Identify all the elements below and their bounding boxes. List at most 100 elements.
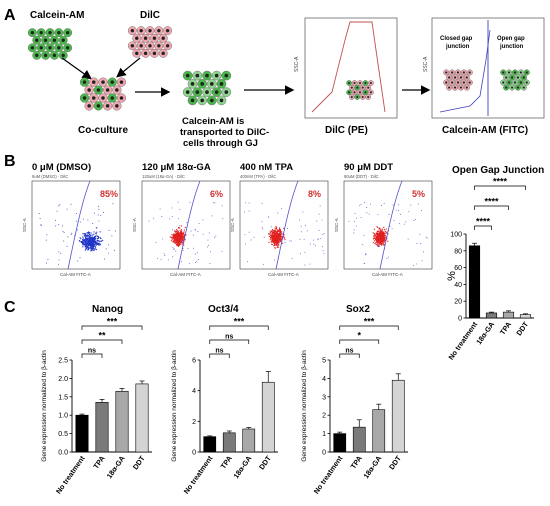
x-category-label: 18α-GA [361, 454, 383, 480]
cell-nucleus [115, 88, 119, 92]
x-category-label: No treatment [54, 454, 87, 496]
cell-nucleus [516, 76, 520, 79]
flow-plot-frame [141, 180, 231, 270]
cell-nucleus [456, 71, 460, 74]
flow-plot-x-label: Cal-AM FITC-A [170, 272, 201, 277]
cell-nucleus [185, 90, 190, 94]
flow-plot-gate [275, 180, 299, 270]
cell-nucleus [525, 81, 528, 84]
plot1-gate-curve [311, 21, 386, 113]
y-tick-label: 0 [322, 450, 326, 457]
cell-nucleus [369, 81, 372, 85]
cell-nucleus [367, 86, 370, 89]
cell-nucleus [48, 30, 52, 35]
cell-nucleus [161, 51, 165, 56]
significance-bracket [81, 339, 123, 344]
flow-plot-x-label: Cal-AM FITC-A [60, 272, 91, 277]
calcein-cell-cluster [27, 28, 73, 60]
y-tick-label: 0 [192, 450, 196, 457]
cell-nucleus [448, 76, 451, 79]
flow-plot-y-label: SSC-A [132, 218, 137, 232]
y-tick-label: 2.5 [58, 358, 68, 365]
cell-nucleus [139, 28, 143, 33]
cell-nucleus [358, 81, 362, 85]
cell-nucleus [353, 91, 356, 94]
cell-nucleus [453, 76, 457, 79]
x-category-label: No treatment [182, 454, 215, 496]
y-axis-label: Gene expression normalized to β-actin [301, 350, 308, 462]
cell-nucleus [356, 86, 359, 89]
flow-plot-gate [177, 180, 201, 270]
chart-title: Nanog [92, 304, 123, 315]
cell-nucleus [185, 73, 190, 78]
y-tick-label: 0.0 [58, 450, 68, 457]
bar [222, 432, 236, 453]
y-axis-label: Gene expression normalized to β-actin [171, 350, 178, 462]
flow-plot-title: 0 μM (DMSO) [32, 162, 91, 173]
flow-plot-y-label: SSC-A [230, 218, 235, 232]
y-tick-label: 1.0 [58, 413, 68, 420]
x-category-label: DDT [387, 453, 403, 471]
y-tick-label: 80 [454, 248, 462, 255]
cell-nucleus [465, 86, 468, 89]
cell-nucleus [143, 36, 148, 40]
cell-nucleus [105, 104, 110, 108]
cell-nucleus [502, 81, 505, 84]
flow-plot-frame [343, 180, 433, 270]
significance-label: * [357, 331, 361, 341]
plot2-curve [439, 29, 491, 113]
cell-nucleus [462, 71, 465, 74]
significance-bracket [474, 205, 509, 210]
cell-nucleus [468, 71, 471, 74]
flow-plot-events [38, 203, 116, 265]
cell-nucleus [52, 38, 57, 42]
panel-c-letter: C [4, 299, 16, 316]
cell-nucleus [516, 86, 520, 89]
cell-nucleus [143, 51, 148, 56]
flow-plot-gate [379, 180, 403, 270]
y-tick-label: 2 [192, 419, 196, 426]
cell-nucleus [219, 98, 224, 103]
cell-nucleus [101, 96, 105, 100]
flow-plot-title: 120 μM 18α-GA [142, 162, 211, 173]
cell-nucleus [110, 80, 114, 84]
panel-a-letter: A [4, 7, 16, 24]
x-category-label: TPA [91, 454, 106, 471]
bar [115, 390, 129, 453]
transport-label-line1: Calcein-AM is [182, 116, 244, 127]
cell-nucleus [39, 30, 43, 35]
significance-bracket [339, 339, 380, 344]
cell-nucleus [459, 76, 463, 79]
flow-plot-gate [67, 180, 91, 270]
cell-nucleus [505, 76, 508, 79]
cell-nucleus [505, 86, 508, 89]
cell-nucleus [39, 46, 43, 50]
transport-label-line3: cells through GJ [183, 138, 258, 149]
flow-plot-subtitle: 90uM (DDT) · DilC [344, 174, 379, 179]
cell-nucleus [522, 86, 525, 89]
cell-nucleus [195, 90, 200, 94]
cell-nucleus [369, 91, 372, 94]
closed-gap-line2: junction [445, 44, 470, 50]
cell-nucleus [148, 44, 152, 48]
significance-label: *** [364, 317, 375, 327]
cell-nucleus [152, 51, 157, 56]
flow-plot-title: 90 μM DDT [344, 162, 393, 173]
significance-bracket [81, 353, 103, 358]
cell-nucleus [205, 73, 209, 78]
significance-bracket [209, 353, 230, 358]
significance-label: *** [234, 317, 245, 327]
cell-nucleus [519, 71, 522, 74]
flow-plot-x-label: Cal-AM FITC-A [372, 272, 403, 277]
cell-nucleus [468, 81, 471, 84]
cell-nucleus [209, 98, 214, 103]
y-tick-label: 2.0 [58, 376, 68, 383]
bar [261, 381, 275, 453]
cell-nucleus [130, 44, 135, 48]
cell-nucleus [525, 71, 528, 74]
arrow-calcein-to-coculture [61, 57, 92, 80]
x-category-label: DDT [257, 453, 273, 471]
x-category-label: TPA [498, 320, 513, 337]
cell-nucleus [451, 71, 454, 74]
